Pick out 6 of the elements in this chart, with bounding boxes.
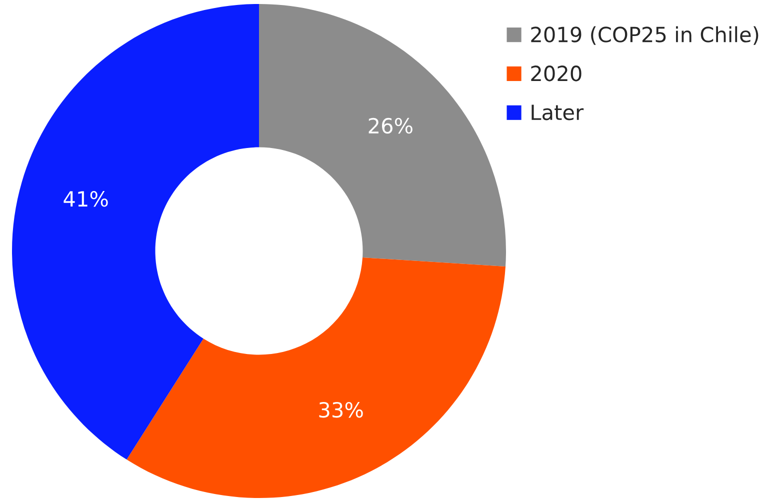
data-label: 26% bbox=[368, 118, 412, 134]
data-label: 41% bbox=[64, 190, 108, 207]
legend-label: Later bbox=[532, 104, 584, 120]
legend-label: 2019 (COP25 in Chile) bbox=[531, 26, 758, 45]
data-label: 33% bbox=[319, 402, 363, 418]
legend-label: 2020 bbox=[531, 66, 582, 82]
